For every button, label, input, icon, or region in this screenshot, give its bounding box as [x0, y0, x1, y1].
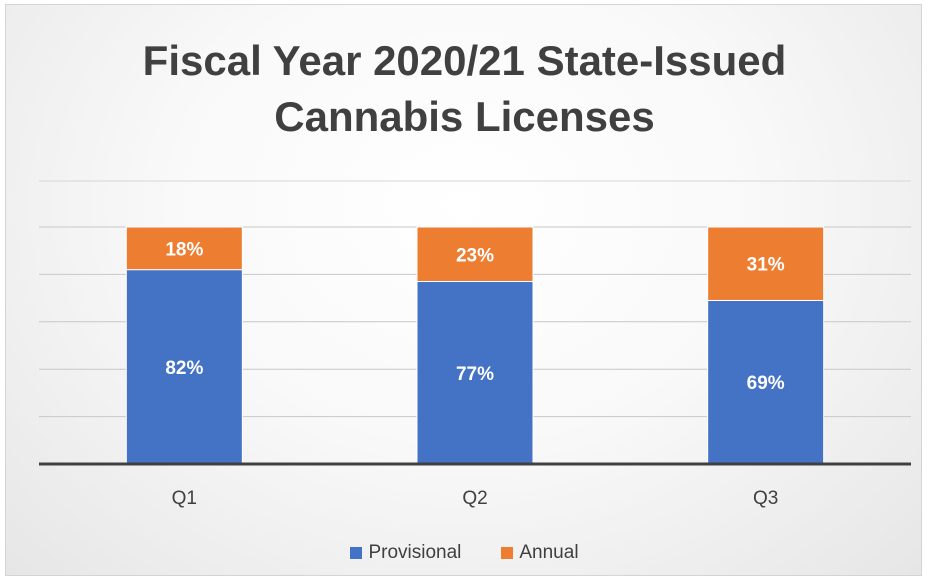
chart-frame: Fiscal Year 2020/21 State-Issued Cannabi…	[5, 4, 922, 576]
chart-title: Fiscal Year 2020/21 State-Issued Cannabi…	[6, 33, 923, 145]
data-label-provisional-q3: 69%	[747, 373, 785, 394]
legend-label-annual: Annual	[519, 542, 579, 563]
legend-item-annual[interactable]: Annual	[501, 542, 579, 564]
x-tick-label-q2: Q2	[462, 488, 487, 509]
bar-provisional-q3	[707, 299, 825, 465]
data-label-annual-q2: 23%	[456, 245, 494, 266]
legend-item-provisional[interactable]: Provisional	[350, 542, 461, 564]
chart-title-line-2: Cannabis Licenses	[274, 93, 655, 140]
bar-provisional-q1	[125, 269, 243, 465]
chart-title-line-1: Fiscal Year 2020/21 State-Issued	[142, 37, 787, 84]
x-tick-label-q1: Q1	[172, 488, 197, 509]
legend: Provisional Annual	[6, 542, 923, 564]
bar-annual-q2	[416, 226, 534, 283]
x-tick-label-q3: Q3	[753, 488, 778, 509]
data-label-annual-q1: 18%	[165, 239, 203, 260]
legend-swatch-annual	[501, 547, 514, 559]
data-label-provisional-q2: 77%	[456, 364, 494, 385]
bar-annual-q3	[707, 226, 825, 301]
legend-label-provisional: Provisional	[368, 542, 462, 563]
legend-swatch-provisional	[350, 547, 363, 559]
bar-annual-q1	[125, 226, 243, 271]
plot-area: 82% 18% Q1 77% 23% Q2 69% 31% Q3	[39, 180, 911, 509]
data-label-annual-q3: 31%	[747, 255, 785, 276]
data-label-provisional-q1: 82%	[165, 358, 203, 379]
